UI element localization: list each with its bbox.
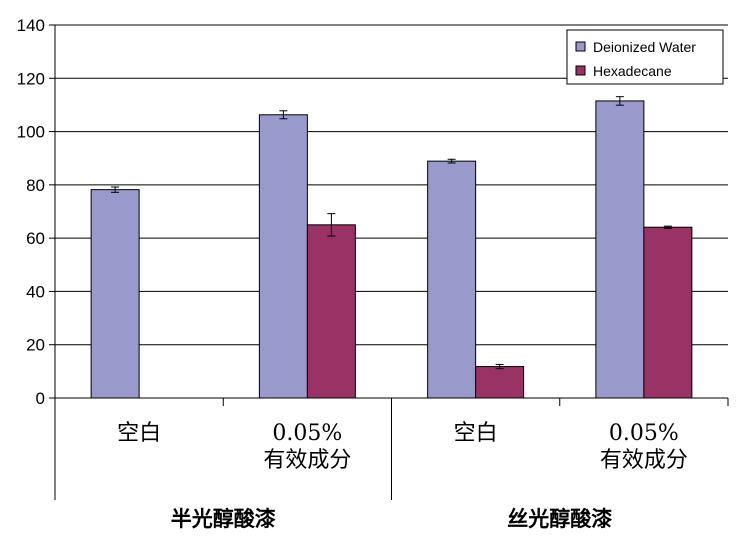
legend-label: Deionized Water [593,39,696,55]
y-tick-labels: 0 20 40 60 80 100 120 140 [17,16,45,408]
y-tick-label: 120 [17,69,45,88]
y-tick-label: 0 [36,389,45,408]
bar-hexadecane [475,366,525,399]
bar-deionized-water [258,114,308,399]
legend: Deionized Water Hexadecane [566,29,724,85]
y-tick-label: 40 [26,282,45,301]
x-category-label: 0.05% [272,421,342,446]
bar-deionized-water [427,160,477,399]
legend-label: Hexadecane [593,63,672,79]
x-category-label: 空白 [454,421,498,446]
x-category-label: 有效成分 [263,448,351,473]
x-group-label: 半光醇酸漆 [171,507,276,531]
axes [49,24,729,500]
gridlines [55,24,728,346]
y-tick-label: 80 [26,176,45,195]
x-category-label: 0.05% [609,421,679,446]
y-tick-label: 140 [17,16,45,35]
x-category-label: 空白 [117,421,161,446]
x-category-label: 有效成分 [600,448,688,473]
legend-swatch [575,41,586,52]
legend-swatch [575,65,586,76]
bar-hexadecane [643,226,693,399]
legend-box [566,29,724,85]
y-tick-label: 100 [17,123,45,142]
bar-hexadecane [306,224,356,399]
y-tick-label: 20 [26,336,45,355]
bar-deionized-water [595,100,645,399]
bar-deionized-water [90,189,140,399]
x-group-label: 丝光醇酸漆 [507,507,612,531]
bars [90,96,693,399]
y-tick-label: 60 [26,229,45,248]
